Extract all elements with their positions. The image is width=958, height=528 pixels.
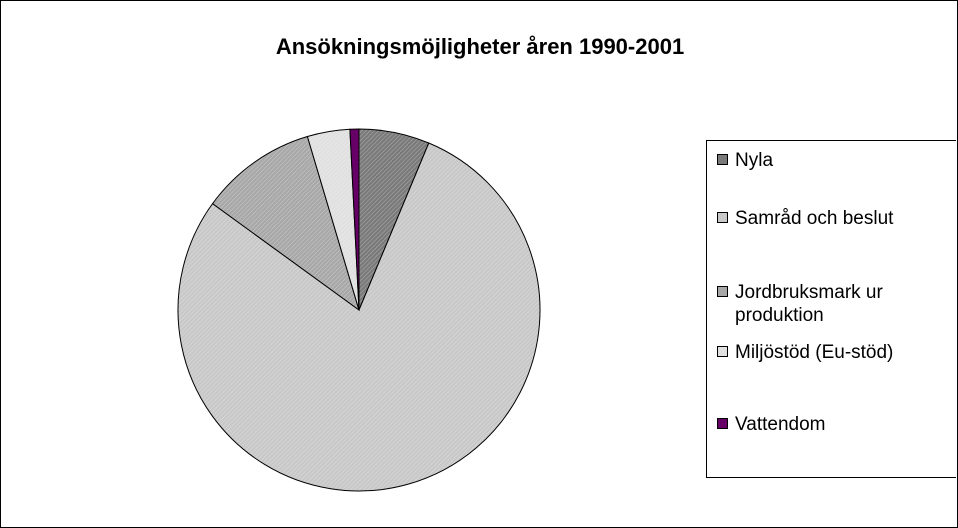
legend-item: Miljöstöd (Eu-stöd)	[715, 341, 957, 364]
chart-title: Ansökningsmöjligheter åren 1990-2001	[276, 34, 684, 59]
legend-item: Nyla	[715, 149, 957, 172]
legend-swatch	[717, 212, 728, 223]
legend-swatch	[717, 418, 728, 429]
legend-item: Vattendom	[715, 413, 957, 436]
legend-label: Jordbruksmark ur produktion	[735, 282, 883, 326]
legend-label: Miljöstöd (Eu-stöd)	[735, 342, 894, 363]
legend: Nyla Samråd och beslut Jordbruksmark ur pr…	[706, 140, 956, 478]
legend-item: Jordbruksmark ur produktion	[715, 281, 957, 327]
legend-swatch	[717, 154, 728, 165]
legend-item: Samråd och beslut	[715, 207, 957, 230]
legend-swatch	[717, 286, 728, 297]
legend-label: Nyla	[735, 150, 774, 171]
legend-swatch	[717, 346, 728, 357]
pie-slice	[211, 135, 360, 312]
pie-slice	[177, 142, 541, 492]
pie-slice	[349, 128, 360, 311]
legend-label: Samråd och beslut	[735, 208, 894, 229]
legend-label: Vattendom	[735, 414, 826, 435]
